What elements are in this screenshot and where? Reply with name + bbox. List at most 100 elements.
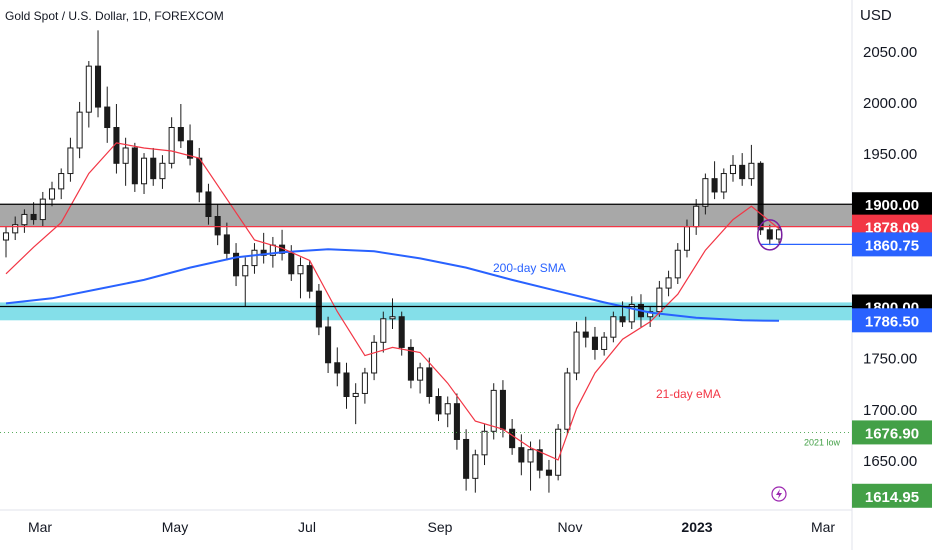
sma-annotation: 200-day SMA bbox=[493, 261, 566, 275]
ema-annotation: 21-day eMA bbox=[656, 387, 721, 401]
candle-body[interactable] bbox=[463, 438, 470, 479]
candle-body[interactable] bbox=[242, 265, 249, 277]
candle-body[interactable] bbox=[509, 428, 516, 449]
candle-body[interactable] bbox=[58, 173, 65, 190]
candle-body[interactable] bbox=[371, 341, 378, 374]
lightning-icon[interactable] bbox=[771, 486, 787, 502]
candle-body[interactable] bbox=[481, 430, 488, 456]
candle-body[interactable] bbox=[407, 346, 414, 381]
chart-title: Gold Spot / U.S. Dollar, 1D, FOREXCOM bbox=[5, 9, 224, 23]
candle-body[interactable] bbox=[177, 127, 184, 142]
y-tick-label: 1700.00 bbox=[863, 402, 917, 419]
candle-body[interactable] bbox=[104, 106, 111, 129]
candle-body[interactable] bbox=[711, 178, 718, 193]
candle-body[interactable] bbox=[260, 249, 267, 256]
y-tick-label: 1650.00 bbox=[863, 453, 917, 470]
candle-body[interactable] bbox=[352, 392, 359, 398]
candle-body[interactable] bbox=[693, 205, 700, 228]
candle-body[interactable] bbox=[343, 372, 350, 398]
x-tick-label: Jul bbox=[298, 519, 316, 535]
price-tag bbox=[852, 420, 932, 445]
candle-body[interactable] bbox=[21, 213, 28, 226]
candle-body[interactable] bbox=[601, 336, 608, 350]
candle-body[interactable] bbox=[610, 316, 617, 338]
candle-body[interactable] bbox=[619, 316, 626, 323]
candle-body[interactable] bbox=[223, 234, 230, 254]
currency-label: USD bbox=[860, 7, 892, 24]
candle-body[interactable] bbox=[766, 229, 773, 240]
candle-body[interactable] bbox=[48, 188, 56, 200]
candle-body[interactable] bbox=[159, 162, 166, 180]
candle-body[interactable] bbox=[720, 173, 727, 193]
candle-body[interactable] bbox=[702, 178, 709, 207]
candle-body[interactable] bbox=[233, 252, 240, 277]
candle-body[interactable] bbox=[739, 164, 746, 180]
candle-body[interactable] bbox=[518, 447, 525, 463]
candle-body[interactable] bbox=[435, 396, 442, 415]
candle-body[interactable] bbox=[131, 147, 138, 185]
candle-body[interactable] bbox=[30, 213, 37, 221]
candle-body[interactable] bbox=[444, 403, 451, 415]
candle-body[interactable] bbox=[168, 127, 175, 164]
candle-body[interactable] bbox=[297, 265, 304, 275]
y-tick-label: 1750.00 bbox=[863, 351, 917, 368]
x-tick-label: 2023 bbox=[681, 519, 712, 535]
candle-body[interactable] bbox=[499, 389, 506, 430]
candle-body[interactable] bbox=[306, 265, 313, 292]
price-tag-label: 1786.50 bbox=[865, 313, 919, 330]
candle-body[interactable] bbox=[214, 215, 221, 236]
y-tick-label: 1950.00 bbox=[863, 146, 917, 163]
ema-21-line bbox=[5, 142, 780, 461]
candle-body[interactable] bbox=[417, 367, 424, 381]
candle-body[interactable] bbox=[536, 449, 543, 471]
candle-body[interactable] bbox=[288, 252, 295, 275]
candle-body[interactable] bbox=[12, 224, 19, 234]
candle-body[interactable] bbox=[196, 157, 203, 193]
candle-body[interactable] bbox=[141, 157, 148, 185]
candle-body[interactable] bbox=[389, 316, 396, 320]
candle-body[interactable] bbox=[674, 249, 681, 279]
candle-body[interactable] bbox=[656, 287, 663, 313]
price-tag bbox=[852, 308, 932, 333]
candle-body[interactable] bbox=[665, 277, 672, 289]
candle-body[interactable] bbox=[334, 362, 341, 374]
candle-body[interactable] bbox=[545, 469, 552, 476]
candle-body[interactable] bbox=[453, 403, 460, 440]
x-tick-label: May bbox=[162, 519, 188, 535]
candle-body[interactable] bbox=[527, 449, 534, 463]
candle-body[interactable] bbox=[315, 290, 322, 328]
candle-body[interactable] bbox=[683, 226, 691, 251]
candle-body[interactable] bbox=[748, 162, 755, 180]
candle-body[interactable] bbox=[472, 454, 479, 479]
candle-body[interactable] bbox=[490, 389, 497, 432]
candle-body[interactable] bbox=[757, 162, 764, 231]
candle-body[interactable] bbox=[361, 372, 368, 394]
candle-body[interactable] bbox=[325, 326, 332, 364]
candle-body[interactable] bbox=[729, 164, 737, 175]
candle-body[interactable] bbox=[67, 147, 74, 175]
y-tick-label: 2000.00 bbox=[863, 95, 917, 112]
candle-body[interactable] bbox=[2, 232, 10, 241]
candle-body[interactable] bbox=[150, 157, 157, 180]
price-tag-label: 1900.00 bbox=[865, 197, 919, 214]
candle-body[interactable] bbox=[582, 331, 589, 338]
candle-body[interactable] bbox=[39, 198, 46, 221]
candle-body[interactable] bbox=[122, 147, 129, 164]
highlight-circle bbox=[757, 219, 783, 251]
candle-body[interactable] bbox=[398, 316, 405, 348]
candle-body[interactable] bbox=[76, 111, 83, 149]
candle-body[interactable] bbox=[380, 318, 387, 343]
candle-body[interactable] bbox=[251, 249, 258, 267]
candle-body[interactable] bbox=[426, 367, 433, 398]
candle-body[interactable] bbox=[628, 303, 635, 323]
candle-body[interactable] bbox=[187, 140, 194, 159]
candle-body[interactable] bbox=[94, 65, 102, 108]
candle-body[interactable] bbox=[591, 336, 598, 350]
candle-body[interactable] bbox=[555, 428, 562, 476]
candle-body[interactable] bbox=[573, 331, 580, 374]
candle-body[interactable] bbox=[564, 372, 571, 430]
plot-area[interactable] bbox=[0, 0, 852, 510]
lightning-icon-bolt bbox=[776, 489, 782, 499]
candle-body[interactable] bbox=[85, 65, 92, 113]
